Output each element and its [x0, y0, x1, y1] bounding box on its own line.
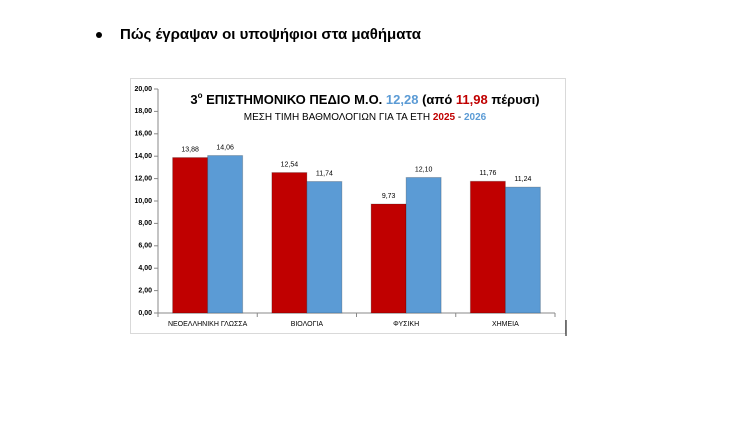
title-text: ΕΠΙΣΤΗΜΟΝΙΚΟ ΠΕΔΙΟ Μ.Ο.	[203, 92, 386, 107]
title-prefix: 3	[190, 92, 197, 107]
bar	[271, 172, 308, 314]
x-tick-label: ΝΕΟΕΛΛΗΝΙΚΗ ΓΛΩΣΣΑ	[168, 321, 248, 328]
x-tick-label: ΧΗΜΕΙΑ	[492, 321, 519, 328]
title-suffix: πέρυσι)	[488, 92, 540, 107]
y-tick-label: 16,00	[134, 131, 152, 138]
subtitle-year: 2025	[433, 112, 456, 123]
y-tick-label: 12,00	[134, 175, 152, 182]
y-tick-label: 8,00	[138, 220, 152, 227]
value-label: 12,54	[281, 161, 299, 168]
bar	[405, 176, 442, 314]
value-label: 13,88	[181, 146, 199, 153]
bar	[306, 181, 343, 314]
y-tick-label: 18,00	[134, 108, 152, 115]
value-label: 9,73	[382, 193, 396, 200]
chart-subtitle: ΜΕΣΗ ΤΙΜΗ ΒΑΘΜΟΛΟΓΙΩΝ ΓΙΑ ΤΑ ΕΤΗ 2025 - …	[244, 112, 487, 123]
y-tick-label: 20,00	[134, 86, 152, 93]
value-label: 14,06	[216, 144, 234, 151]
title-superscript: ο	[198, 91, 203, 100]
subtitle-separator: -	[455, 112, 464, 123]
y-tick-label: 0,00	[138, 310, 152, 317]
title-current: 12,28	[386, 92, 419, 107]
chart-title: 3ο ΕΠΙΣΤΗΜΟΝΙΚΟ ΠΕΔΙΟ Μ.Ο. 12,28 (από 11…	[190, 91, 539, 107]
y-tick-label: 14,00	[134, 153, 152, 160]
y-tick-label: 6,00	[138, 243, 152, 250]
x-tick-label: ΦΥΣΙΚΗ	[393, 321, 419, 328]
subtitle-text: ΜΕΣΗ ΤΙΜΗ ΒΑΘΜΟΛΟΓΙΩΝ ΓΙΑ ΤΑ ΕΤΗ	[244, 112, 433, 123]
value-label: 11,24	[514, 176, 531, 183]
value-label: 11,76	[479, 170, 496, 177]
bar	[207, 155, 244, 314]
heading: Πώς έγραψαν οι υποψήφιοι στα μαθήματα	[120, 26, 422, 43]
title-previous: 11,98	[456, 92, 488, 107]
bar	[172, 157, 209, 314]
y-tick-label: 2,00	[138, 287, 152, 294]
x-tick-label: ΒΙΟΛΟΓΙΑ	[291, 321, 324, 328]
title-middle: (από	[418, 92, 455, 107]
y-tick-label: 10,00	[134, 198, 152, 205]
value-label: 12,10	[415, 166, 433, 173]
bullet	[96, 32, 102, 38]
bar	[504, 186, 541, 314]
bar	[370, 203, 407, 314]
bar	[469, 180, 506, 314]
y-tick-label: 4,00	[138, 265, 152, 272]
value-label: 11,74	[316, 170, 333, 177]
subtitle-year: 2026	[464, 112, 487, 123]
